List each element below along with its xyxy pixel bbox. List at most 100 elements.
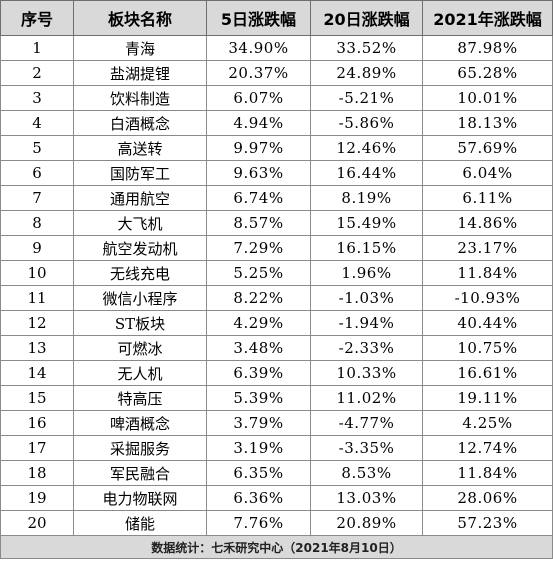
change-5day: 4.94% bbox=[206, 110, 311, 136]
change-2021: 87.98% bbox=[422, 35, 553, 61]
header-index: 序号 bbox=[0, 0, 74, 36]
change-5day: 34.90% bbox=[206, 35, 311, 61]
change-20day: 1.96% bbox=[310, 260, 423, 286]
sector-name: 采掘服务 bbox=[73, 435, 207, 461]
row-index: 6 bbox=[0, 160, 74, 186]
change-20day: 8.19% bbox=[310, 185, 423, 211]
change-5day: 6.39% bbox=[206, 360, 311, 386]
table-row: 8 大飞机 8.57% 15.49% 14.86% bbox=[0, 210, 553, 236]
table-row: 16 啤酒概念 3.79% -4.77% 4.25% bbox=[0, 410, 553, 436]
sector-name: 航空发动机 bbox=[73, 235, 207, 261]
change-5day: 8.57% bbox=[206, 210, 311, 236]
change-20day: 13.03% bbox=[310, 485, 423, 511]
sector-name: 特高压 bbox=[73, 385, 207, 411]
change-2021: 10.01% bbox=[422, 85, 553, 111]
header-5day-change: 5日涨跌幅 bbox=[206, 0, 311, 36]
change-2021: 11.84% bbox=[422, 260, 553, 286]
row-index: 12 bbox=[0, 310, 74, 336]
change-2021: 16.61% bbox=[422, 360, 553, 386]
row-index: 15 bbox=[0, 385, 74, 411]
change-2021: -10.93% bbox=[422, 285, 553, 311]
change-5day: 6.74% bbox=[206, 185, 311, 211]
sector-name: 无线充电 bbox=[73, 260, 207, 286]
change-20day: -1.03% bbox=[310, 285, 423, 311]
change-20day: 10.33% bbox=[310, 360, 423, 386]
table-row: 14 无人机 6.39% 10.33% 16.61% bbox=[0, 360, 553, 386]
change-2021: 23.17% bbox=[422, 235, 553, 261]
change-2021: 12.74% bbox=[422, 435, 553, 461]
sector-name: 军民融合 bbox=[73, 460, 207, 486]
sector-name: 饮料制造 bbox=[73, 85, 207, 111]
table-row: 5 高送转 9.97% 12.46% 57.69% bbox=[0, 135, 553, 161]
change-2021: 65.28% bbox=[422, 60, 553, 86]
row-index: 20 bbox=[0, 510, 74, 536]
table-row: 1 青海 34.90% 33.52% 87.98% bbox=[0, 35, 553, 61]
table-row: 15 特高压 5.39% 11.02% 19.11% bbox=[0, 385, 553, 411]
row-index: 16 bbox=[0, 410, 74, 436]
sector-name: 国防军工 bbox=[73, 160, 207, 186]
change-5day: 6.07% bbox=[206, 85, 311, 111]
change-5day: 6.35% bbox=[206, 460, 311, 486]
header-sector-name: 板块名称 bbox=[73, 0, 207, 36]
change-20day: -4.77% bbox=[310, 410, 423, 436]
change-5day: 7.76% bbox=[206, 510, 311, 536]
table-row: 18 军民融合 6.35% 8.53% 11.84% bbox=[0, 460, 553, 486]
table-row: 19 电力物联网 6.36% 13.03% 28.06% bbox=[0, 485, 553, 511]
source-note: 数据统计：七禾研究中心（2021年8月10日） bbox=[0, 535, 553, 559]
row-index: 10 bbox=[0, 260, 74, 286]
table-row: 20 储能 7.76% 20.89% 57.23% bbox=[0, 510, 553, 536]
change-5day: 20.37% bbox=[206, 60, 311, 86]
change-20day: 20.89% bbox=[310, 510, 423, 536]
change-20day: 16.15% bbox=[310, 235, 423, 261]
change-2021: 4.25% bbox=[422, 410, 553, 436]
header-20day-change: 20日涨跌幅 bbox=[310, 0, 423, 36]
sector-name: 储能 bbox=[73, 510, 207, 536]
change-5day: 3.79% bbox=[206, 410, 311, 436]
change-2021: 57.23% bbox=[422, 510, 553, 536]
change-20day: 33.52% bbox=[310, 35, 423, 61]
table-row: 9 航空发动机 7.29% 16.15% 23.17% bbox=[0, 235, 553, 261]
row-index: 7 bbox=[0, 185, 74, 211]
row-index: 18 bbox=[0, 460, 74, 486]
change-20day: -3.35% bbox=[310, 435, 423, 461]
change-2021: 19.11% bbox=[422, 385, 553, 411]
sector-name: 高送转 bbox=[73, 135, 207, 161]
change-5day: 5.25% bbox=[206, 260, 311, 286]
row-index: 2 bbox=[0, 60, 74, 86]
row-index: 9 bbox=[0, 235, 74, 261]
change-2021: 18.13% bbox=[422, 110, 553, 136]
row-index: 1 bbox=[0, 35, 74, 61]
sector-name: 盐湖提锂 bbox=[73, 60, 207, 86]
sector-name: 通用航空 bbox=[73, 185, 207, 211]
table-body: 1 青海 34.90% 33.52% 87.98% 2 盐湖提锂 20.37% 24.89% 65… bbox=[0, 35, 553, 536]
change-20day: 11.02% bbox=[310, 385, 423, 411]
sector-name: 微信小程序 bbox=[73, 285, 207, 311]
sector-name: 可燃冰 bbox=[73, 335, 207, 361]
table-row: 17 采掘服务 3.19% -3.35% 12.74% bbox=[0, 435, 553, 461]
row-index: 17 bbox=[0, 435, 74, 461]
change-5day: 5.39% bbox=[206, 385, 311, 411]
sector-name: 青海 bbox=[73, 35, 207, 61]
change-5day: 8.22% bbox=[206, 285, 311, 311]
sector-name: 白酒概念 bbox=[73, 110, 207, 136]
row-index: 19 bbox=[0, 485, 74, 511]
change-2021: 57.69% bbox=[422, 135, 553, 161]
sector-name: 电力物联网 bbox=[73, 485, 207, 511]
change-5day: 4.29% bbox=[206, 310, 311, 336]
change-2021: 14.86% bbox=[422, 210, 553, 236]
change-20day: 8.53% bbox=[310, 460, 423, 486]
row-index: 14 bbox=[0, 360, 74, 386]
sector-name: 无人机 bbox=[73, 360, 207, 386]
change-5day: 6.36% bbox=[206, 485, 311, 511]
change-2021: 6.04% bbox=[422, 160, 553, 186]
change-5day: 9.97% bbox=[206, 135, 311, 161]
change-5day: 7.29% bbox=[206, 235, 311, 261]
header-2021-change: 2021年涨跌幅 bbox=[422, 0, 553, 36]
table-row: 7 通用航空 6.74% 8.19% 6.11% bbox=[0, 185, 553, 211]
footer-row: 数据统计：七禾研究中心（2021年8月10日） bbox=[0, 535, 553, 559]
change-2021: 40.44% bbox=[422, 310, 553, 336]
row-index: 3 bbox=[0, 85, 74, 111]
table-row: 4 白酒概念 4.94% -5.86% 18.13% bbox=[0, 110, 553, 136]
